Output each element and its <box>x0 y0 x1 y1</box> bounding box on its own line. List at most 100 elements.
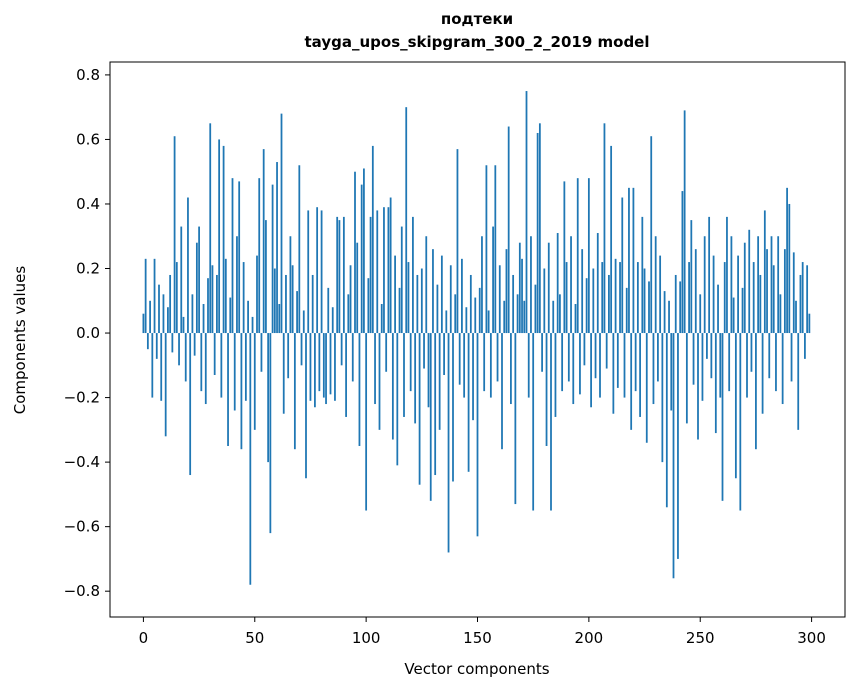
bar <box>485 165 488 334</box>
bar <box>737 255 739 334</box>
bar <box>746 333 748 398</box>
bar <box>184 333 187 382</box>
bar <box>191 294 194 334</box>
bar <box>478 287 481 334</box>
bar <box>202 304 205 334</box>
bar <box>623 333 626 398</box>
bar <box>358 333 361 446</box>
bar <box>349 265 352 334</box>
bar <box>429 333 432 501</box>
bar <box>153 258 156 334</box>
bar <box>271 184 274 334</box>
bar <box>182 316 185 334</box>
bar <box>267 333 270 463</box>
bar <box>383 207 385 334</box>
bar <box>440 255 443 334</box>
bar <box>516 294 519 334</box>
chart-title: подтеки <box>441 10 513 28</box>
bar <box>336 216 339 334</box>
bar <box>213 333 216 375</box>
bar <box>550 333 552 511</box>
bar <box>309 333 312 401</box>
bar <box>367 278 370 334</box>
bar <box>412 216 414 334</box>
bar <box>527 333 530 398</box>
bar <box>768 333 771 379</box>
bar <box>690 220 693 334</box>
bar <box>692 333 695 385</box>
bar <box>752 262 755 334</box>
bar <box>360 184 363 334</box>
bar <box>340 333 343 366</box>
bar <box>398 287 401 334</box>
bar <box>712 255 715 334</box>
bar <box>563 181 566 334</box>
bar <box>258 178 261 334</box>
bar <box>792 252 795 334</box>
bar <box>169 274 172 334</box>
bar <box>518 242 521 334</box>
bar <box>639 333 641 417</box>
bar <box>636 262 639 334</box>
bar <box>423 333 425 369</box>
bar <box>405 107 408 334</box>
bar <box>327 287 330 334</box>
bar <box>436 284 439 334</box>
bar <box>314 333 316 408</box>
bar <box>227 333 229 446</box>
bar <box>329 333 332 395</box>
bar <box>443 333 445 375</box>
bar <box>378 333 381 430</box>
bar <box>621 197 624 334</box>
bar <box>570 236 572 334</box>
bar <box>730 236 733 334</box>
bar <box>719 333 722 398</box>
bar <box>781 333 784 405</box>
bar <box>418 333 421 485</box>
y-tick-label: −0.2 <box>64 389 100 407</box>
bar <box>302 310 305 334</box>
bar <box>316 207 319 334</box>
bar <box>545 333 548 446</box>
bar <box>786 187 788 334</box>
bar <box>347 294 350 334</box>
bar <box>445 310 448 334</box>
bar <box>587 178 590 334</box>
bar <box>505 249 508 334</box>
bar <box>311 274 314 334</box>
y-tick-label: 0.2 <box>76 260 100 278</box>
bar <box>565 262 568 334</box>
bar <box>608 274 610 334</box>
bar <box>305 333 307 479</box>
bar <box>734 333 737 479</box>
bar <box>605 333 608 369</box>
bar <box>291 265 294 334</box>
bar <box>280 113 283 334</box>
bar <box>296 291 298 334</box>
bar <box>726 216 728 334</box>
bar <box>218 139 221 334</box>
bar <box>216 274 218 334</box>
bar <box>345 333 347 417</box>
bar <box>198 226 200 334</box>
bar <box>298 165 301 334</box>
bar <box>380 304 383 334</box>
bar <box>452 333 454 482</box>
bar <box>483 333 486 392</box>
bar <box>403 333 405 417</box>
bar <box>236 236 238 334</box>
bar <box>648 281 650 334</box>
bar <box>253 333 256 430</box>
bar <box>293 333 296 450</box>
bar <box>376 210 379 334</box>
bar <box>683 110 686 334</box>
y-axis-label: Components values <box>11 266 29 415</box>
bar <box>262 149 265 334</box>
bar <box>487 310 490 334</box>
bar <box>777 236 780 334</box>
bar <box>318 333 321 392</box>
bar <box>454 294 457 334</box>
bar <box>325 333 327 405</box>
bar <box>510 333 512 405</box>
